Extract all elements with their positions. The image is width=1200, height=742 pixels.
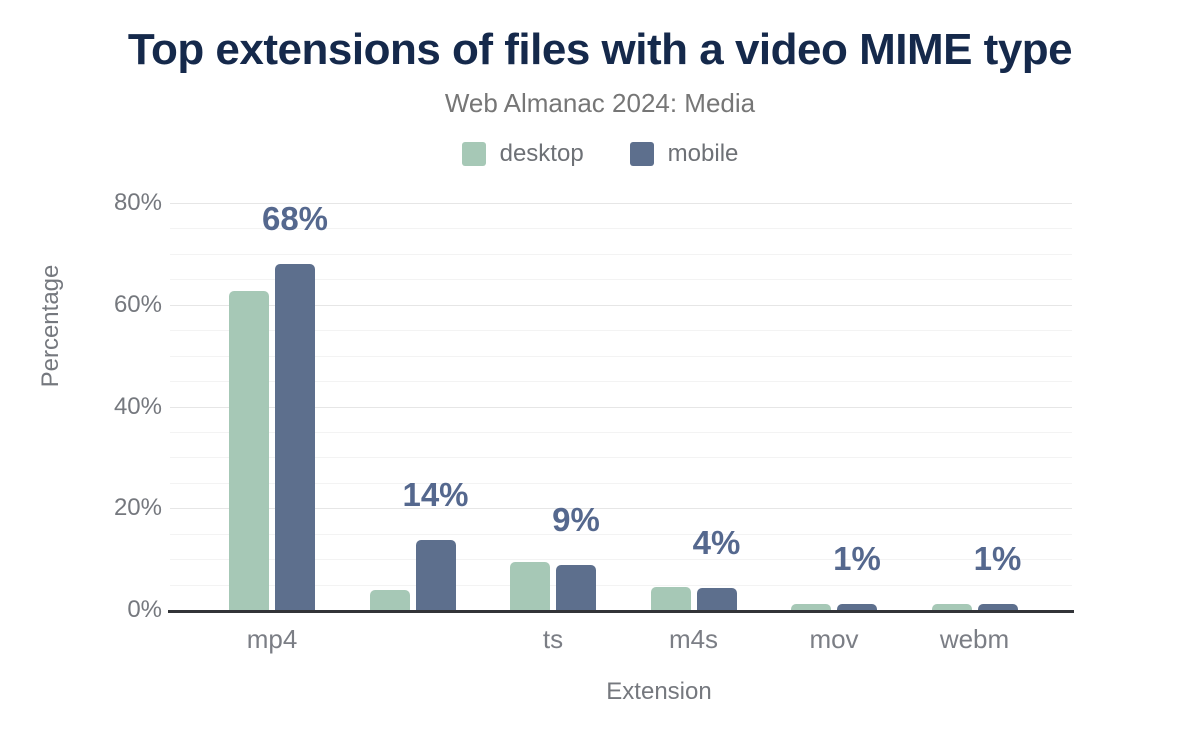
legend: desktop mobile: [0, 140, 1200, 168]
chart-title: Top extensions of files with a video MIM…: [127, 25, 1073, 74]
gridline: [170, 253, 1072, 255]
value-label-ts: 9%: [552, 500, 600, 538]
x-label-mov: mov: [809, 624, 859, 654]
gridline: [170, 533, 1072, 535]
x-label-ts: ts: [542, 624, 564, 654]
bar-desktop-mov[interactable]: [791, 603, 831, 611]
x-axis-line: [168, 610, 1074, 613]
bar-desktop-webm[interactable]: [931, 603, 972, 611]
legend-label-desktop: desktop: [499, 140, 584, 167]
gridline: [170, 203, 1072, 204]
mobile-swatch-icon: [629, 142, 654, 166]
bar-desktop-no-extension[interactable]: [369, 589, 410, 611]
value-label-no-extension: 14%: [402, 476, 469, 514]
bar-mobile-m4s[interactable]: [696, 587, 737, 611]
legend-label-mobile: mobile: [667, 140, 739, 167]
gridline: [170, 559, 1072, 561]
x-label-m4s: m4s: [668, 624, 719, 654]
gridline: [170, 431, 1072, 433]
chart-subtitle: Web Almanac 2024: Media: [444, 88, 756, 118]
legend-item-mobile[interactable]: mobile: [629, 140, 739, 168]
bar-mobile-ts[interactable]: [556, 564, 596, 611]
gridline: [170, 279, 1072, 281]
bar-mobile-webm[interactable]: [977, 603, 1018, 611]
bar-desktop-mp4[interactable]: [229, 290, 269, 611]
value-label-m4s: 4%: [692, 523, 741, 561]
gridline: [170, 508, 1072, 510]
value-label-webm: 1%: [973, 539, 1022, 577]
x-axis-title: Extension: [606, 678, 712, 705]
x-label-webm: webm: [939, 624, 1010, 654]
gridline: [170, 584, 1072, 586]
x-label-mp4: mp4: [246, 624, 298, 654]
bar-desktop-m4s[interactable]: [650, 587, 691, 611]
desktop-swatch-icon: [461, 142, 486, 166]
gridline: [170, 304, 1072, 306]
y-tick-label: 40%: [113, 392, 162, 420]
gridline: [170, 406, 1072, 408]
bar-mobile-mp4[interactable]: [275, 264, 315, 611]
value-label-mov: 1%: [833, 539, 881, 577]
bar-desktop-ts[interactable]: [510, 562, 550, 611]
y-tick-label: 60%: [113, 290, 162, 318]
gridline: [170, 482, 1072, 484]
legend-item-desktop[interactable]: desktop: [461, 140, 584, 168]
bar-mobile-no-extension[interactable]: [415, 540, 456, 611]
gridline: [170, 330, 1072, 332]
y-tick-label: 20%: [113, 494, 162, 522]
y-tick-label: 80%: [113, 189, 162, 216]
value-label-mp4: 68%: [261, 200, 329, 238]
bar-mobile-mov[interactable]: [837, 603, 877, 611]
gridline: [170, 228, 1072, 230]
y-tick-label: 0%: [127, 596, 162, 623]
gridline: [170, 355, 1072, 357]
gridline: [170, 457, 1072, 459]
gridline: [170, 381, 1072, 383]
